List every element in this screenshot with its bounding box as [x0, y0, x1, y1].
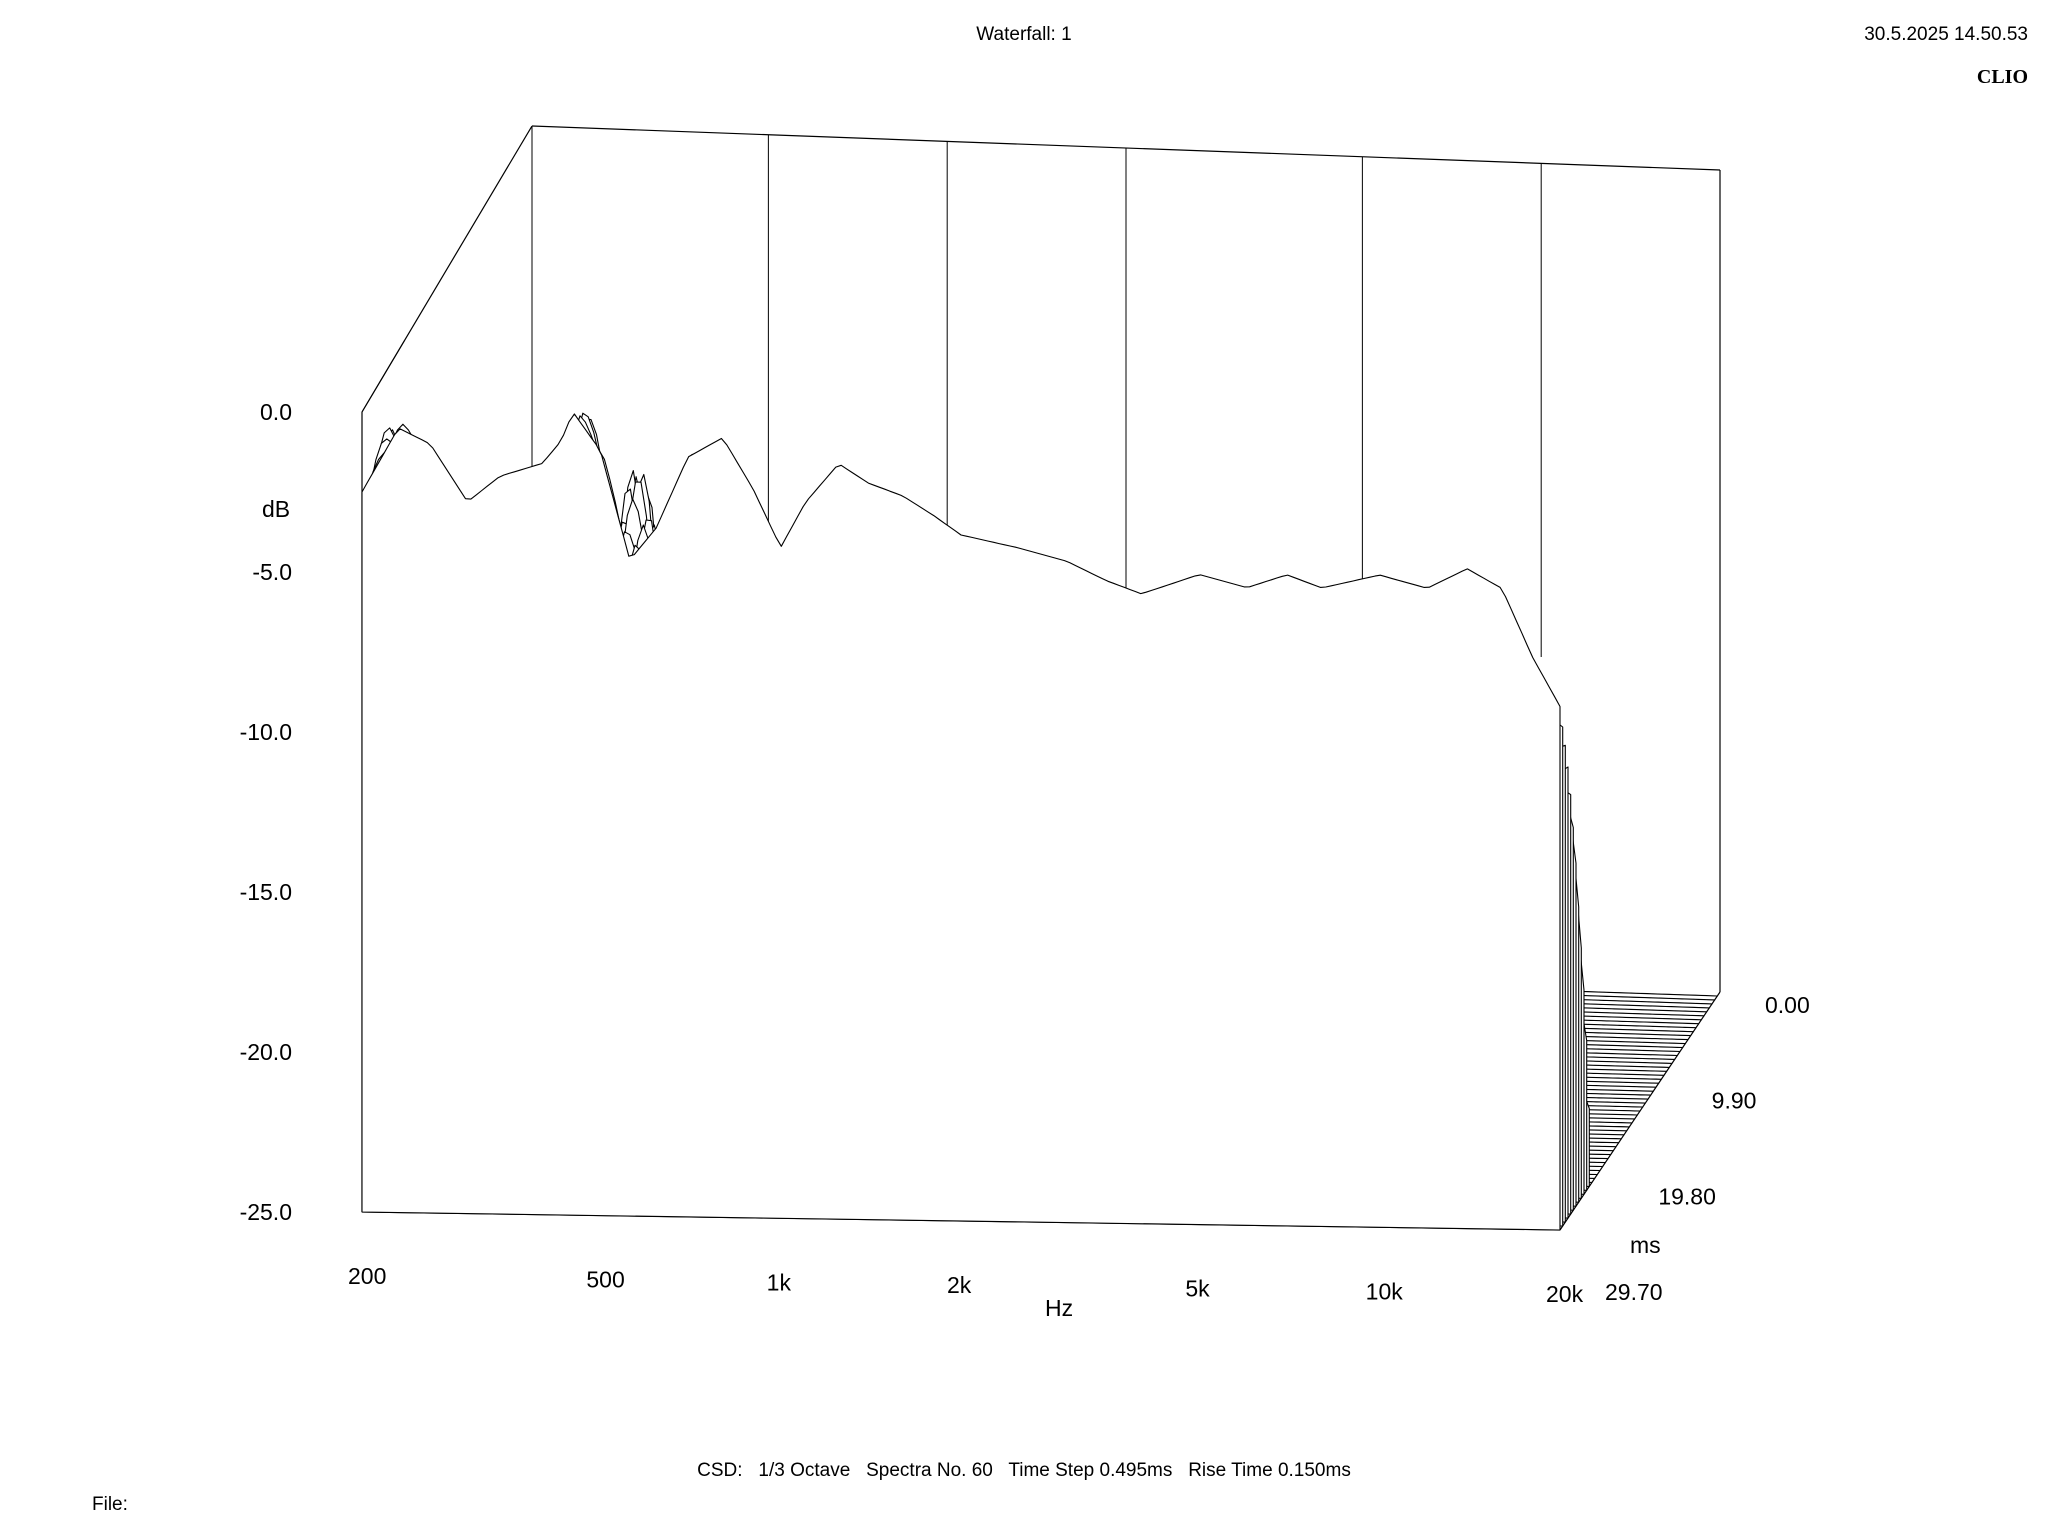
chart-title: Waterfall: 1: [976, 24, 1072, 45]
x-axis-unit: Hz: [1045, 1295, 1073, 1321]
y-tick-label: -25.0: [240, 1199, 292, 1225]
y-tick-label: 0.0: [260, 399, 292, 425]
y-tick-label: -15.0: [240, 879, 292, 905]
z-tick-label: 9.90: [1712, 1088, 1757, 1114]
z-tick-label: 19.80: [1658, 1183, 1716, 1209]
spectrum-trace: [361, 413, 1561, 1231]
y-tick-label: -10.0: [240, 719, 292, 745]
y-tick-label: -5.0: [252, 559, 292, 585]
x-tick-label: 500: [586, 1267, 624, 1293]
left-wall-grid-line: [361, 340, 405, 413]
footer-info: CSD: 1/3 Octave Spectra No. 60 Time Step…: [697, 1460, 1351, 1481]
x-tick-label: 10k: [1366, 1278, 1404, 1304]
y-axis-ticks: 0.0 -5.0 -10.0 -15.0 -20.0 -25.0: [240, 399, 292, 1225]
x-axis-ticks: 200 500 1k 2k 5k 10k 20k: [348, 1263, 1584, 1307]
x-tick-label: 2k: [947, 1272, 972, 1298]
brand-logo-text: CLIO: [1976, 66, 2028, 88]
x-tick-label: 1k: [767, 1269, 792, 1295]
y-axis-unit: dB: [262, 496, 290, 522]
z-tick-label: 29.70: [1605, 1279, 1663, 1305]
file-label: File:: [92, 1494, 128, 1515]
timestamp: 30.5.2025 14.50.53: [1864, 24, 2028, 45]
x-tick-label: 5k: [1185, 1276, 1210, 1302]
waterfall-traces: [361, 412, 1718, 1231]
x-tick-label: 20k: [1546, 1281, 1584, 1307]
z-axis-ticks: 0.00 9.90 19.80 29.70: [1605, 992, 1810, 1305]
z-axis-unit: ms: [1630, 1232, 1661, 1258]
z-tick-label: 0.00: [1765, 992, 1810, 1018]
x-tick-label: 200: [348, 1263, 386, 1289]
y-tick-label: -20.0: [240, 1039, 292, 1065]
